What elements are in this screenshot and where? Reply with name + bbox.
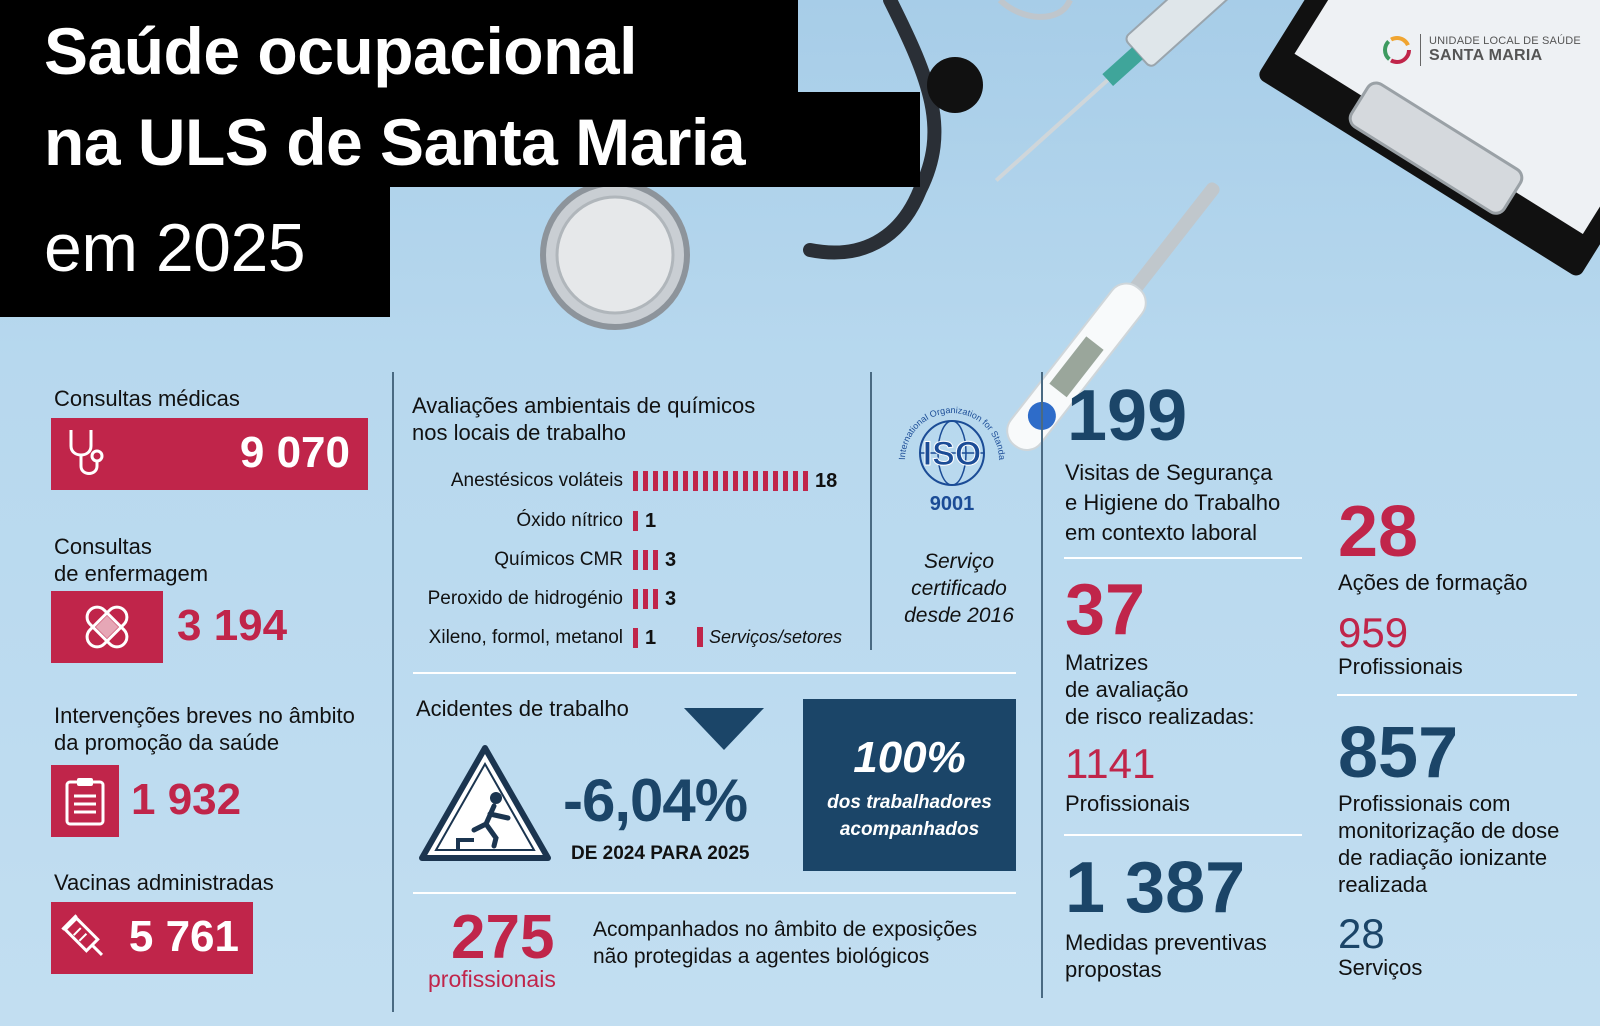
- intervencoes-icon-box: [51, 765, 119, 837]
- chemicals-title-2: nos locais de trabalho: [412, 420, 627, 445]
- medical-objects-illustration: [540, 0, 1600, 452]
- medidas-label-2: propostas: [1065, 957, 1162, 982]
- biological-value: 275: [451, 903, 555, 972]
- followed-workers-box: 100% dos trabalhadores acompanhados: [803, 699, 1016, 871]
- divider-h-r2: [1064, 834, 1302, 836]
- chemicals-legend-label: Serviços/setores: [709, 627, 843, 647]
- formacao-label: Ações de formação: [1338, 570, 1528, 595]
- visitas-label-2: e Higiene do Trabalho: [1065, 490, 1281, 515]
- vacinas-value: 5 761: [128, 912, 239, 961]
- radiacao-label: Profissionais com monitorização de dose …: [1338, 790, 1559, 898]
- intervencoes-value: 1 932: [131, 775, 242, 824]
- biological-text-2: não protegidas a agentes biológicos: [593, 945, 930, 968]
- chemicals-legend-swatch: [697, 627, 703, 647]
- iso-certification-text: Serviço certificado desde 2016: [880, 548, 1038, 629]
- matrizes-sub-label: Profissionais: [1065, 791, 1190, 816]
- accidents-title: Acidentes de trabalho: [416, 696, 629, 721]
- followed-workers-pct: 100%: [853, 733, 966, 782]
- formacao-value: 28: [1338, 492, 1419, 572]
- logo-big-text: SANTA MARIA: [1429, 47, 1543, 64]
- logo-separator: [1420, 34, 1421, 66]
- divider-right: [1041, 372, 1043, 998]
- divider-h-r1: [1064, 557, 1302, 559]
- title-line-2: na ULS de Santa Maria: [44, 105, 746, 179]
- divider-iso: [870, 372, 872, 650]
- radiacao-sub-value: 28: [1338, 910, 1385, 957]
- clipboard-icon: [65, 778, 105, 826]
- uls-logo: UNIDADE LOCAL DE SAÚDE SANTA MARIA: [1382, 34, 1581, 66]
- radiacao-value: 857: [1338, 713, 1459, 793]
- radiacao-label-4: realizada: [1338, 872, 1428, 897]
- title-bar-2: na ULS de Santa Maria: [0, 92, 920, 187]
- formacao-sub-value: 959: [1338, 609, 1409, 656]
- followed-workers-label: dos trabalhadores acompanhados: [803, 789, 1016, 843]
- title-bar-1: Saúde ocupacional: [0, 0, 798, 92]
- radiacao-label-2: monitorização de dose: [1338, 818, 1560, 843]
- chemicals-title-1: Avaliações ambientais de químicos: [412, 393, 756, 418]
- iso-logo: International Organization for Standardi…: [887, 388, 1007, 515]
- matrizes-label-2: de avaliação: [1065, 677, 1189, 702]
- title-line-3: em 2025: [44, 210, 306, 286]
- intervencoes-label-2: da promoção da saúde: [54, 730, 280, 755]
- consultas-medicas-value: 9 070: [239, 428, 350, 477]
- iso-logo-text: ISO: [923, 435, 982, 473]
- vacinas-box: 5 761: [51, 902, 253, 974]
- vacinas-label: Vacinas administradas: [54, 870, 274, 895]
- radiacao-sub-label: Serviços: [1338, 955, 1423, 980]
- formacao-sub-label: Profissionais: [1338, 654, 1463, 679]
- bandage-icon: [85, 605, 129, 649]
- divider-h-r3: [1337, 694, 1577, 696]
- syringe-icon: [61, 914, 104, 957]
- logo-small-text: UNIDADE LOCAL DE SAÚDE: [1429, 35, 1581, 47]
- biological-text-1: Acompanhados no âmbito de exposições: [593, 918, 978, 941]
- consultas-enfermagem-icon-box: [51, 591, 163, 663]
- radiacao-label-1: Profissionais com: [1338, 791, 1511, 816]
- iso-cert-line-2: certificado: [911, 577, 1007, 600]
- consultas-enfermagem-label-1: Consultas: [54, 534, 152, 559]
- visitas-label-3: em contexto laboral: [1065, 520, 1257, 545]
- consultas-enfermagem-value: 3 194: [177, 601, 288, 650]
- accidents-change: -6,04%: [563, 767, 748, 834]
- accidents-period: DE 2024 PARA 2025: [571, 843, 750, 864]
- title-line-1: Saúde ocupacional: [44, 14, 637, 88]
- consultas-medicas-label: Consultas médicas: [54, 386, 240, 411]
- medidas-label-1: Medidas preventivas: [1065, 930, 1267, 955]
- uls-logo-icon: [1383, 36, 1411, 64]
- matrizes-value: 37: [1065, 570, 1146, 650]
- intervencoes-label-1: Intervenções breves no âmbito: [54, 703, 355, 728]
- medidas-value: 1 387: [1065, 848, 1246, 928]
- matrizes-label-1: Matrizes: [1065, 650, 1149, 675]
- visitas-label: Visitas de Segurança e Higiene do Trabal…: [1065, 459, 1280, 547]
- matrizes-sub-value: 1141: [1065, 740, 1156, 787]
- radiacao-label-3: de radiação ionizante: [1338, 845, 1548, 870]
- logo-text: UNIDADE LOCAL DE SAÚDE SANTA MARIA: [1429, 35, 1581, 65]
- divider-h-accidents: [413, 672, 1016, 674]
- visitas-label-1: Visitas de Segurança: [1065, 460, 1273, 485]
- visitas-value: 199: [1067, 376, 1188, 456]
- followed-workers-label-2: acompanhados: [839, 819, 980, 840]
- biological-unit: profissionais: [428, 966, 556, 992]
- iso-number: 9001: [930, 493, 975, 515]
- consultas-enfermagem-label-2: de enfermagem: [54, 561, 209, 586]
- down-arrow-icon: [684, 708, 764, 750]
- matrizes-label: Matrizes de avaliação de risco realizada…: [1065, 649, 1255, 730]
- medidas-label: Medidas preventivas propostas: [1065, 929, 1267, 983]
- divider-left: [392, 372, 394, 1012]
- matrizes-label-3: de risco realizadas:: [1065, 704, 1255, 729]
- iso-cert-line-1: Serviço: [923, 550, 995, 573]
- title-bar-3: em 2025: [0, 187, 390, 317]
- stethoscope-icon: [69, 430, 104, 475]
- fall-warning-icon: [419, 745, 551, 861]
- iso-cert-line-3: desde 2016: [904, 604, 1014, 627]
- consultas-medicas-box: 9 070: [51, 418, 368, 490]
- followed-workers-label-1: dos trabalhadores: [827, 792, 992, 813]
- divider-h-bio: [413, 892, 1016, 894]
